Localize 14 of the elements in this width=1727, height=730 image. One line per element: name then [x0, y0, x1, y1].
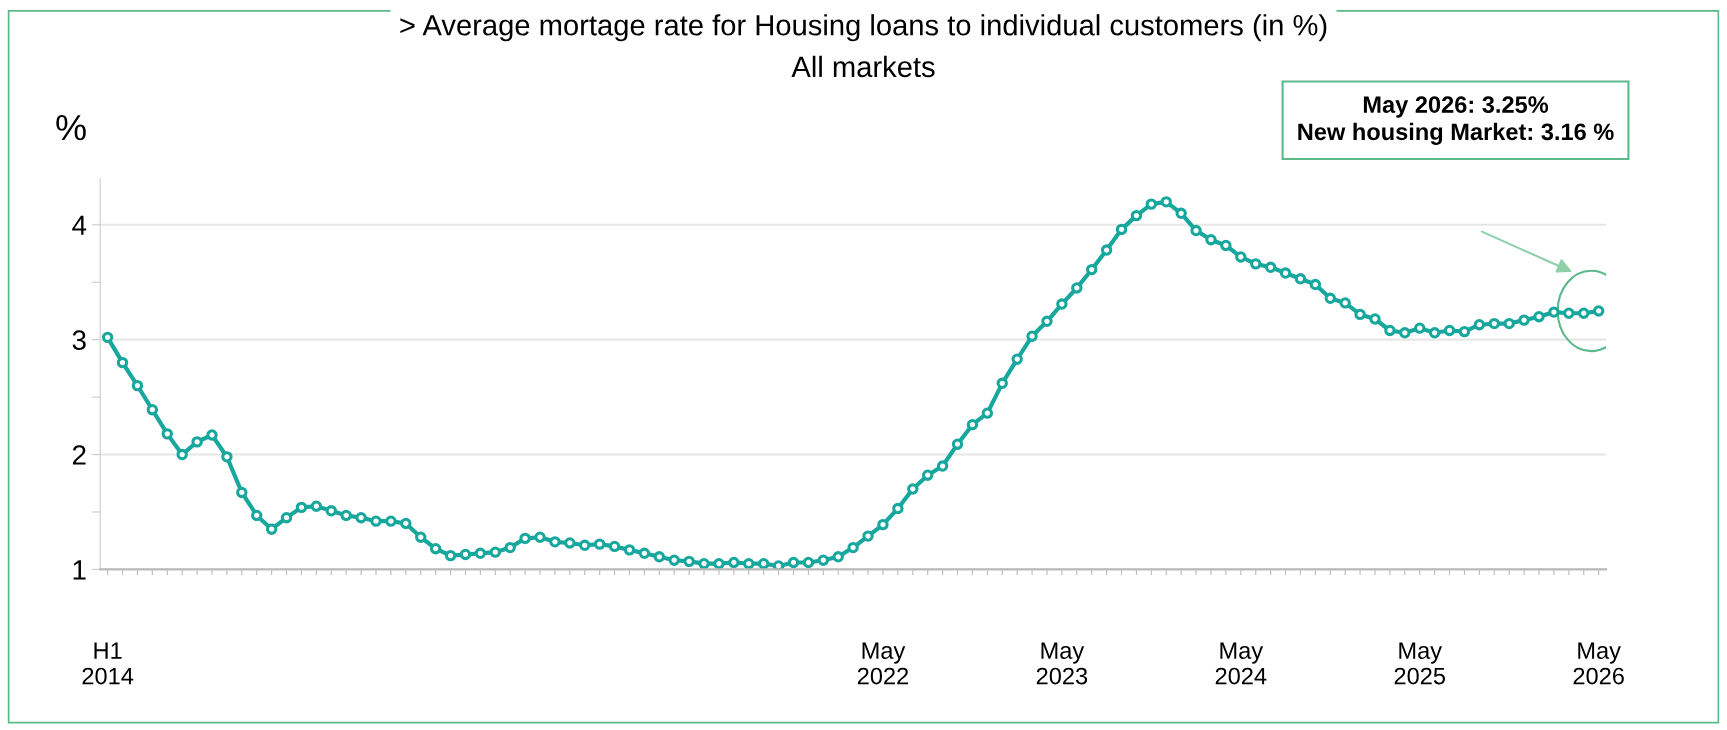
chart-title: > Average mortage rate for Housing loans to individual customers (in %) [400, 14, 1327, 42]
y-tick-label: 1 [73, 560, 86, 580]
y-axis-title: % [56, 115, 86, 141]
x-tick-label: H1 2014 [82, 642, 134, 685]
x-tick-label: May 2024 [1215, 642, 1267, 685]
text: May 2026: 3.25% New housing Market: 3.16 % [1298, 96, 1614, 145]
y-tick-label: 2 [72, 445, 86, 465]
x-tick-label: May 2022 [857, 642, 909, 685]
y-tick-label: 3 [72, 330, 86, 350]
x-tick-label: May 2025 [1394, 642, 1446, 685]
x-tick-label: May 2026 [1573, 642, 1624, 685]
y-tick-label: 4 [72, 215, 87, 235]
chart-subtitle: All markets [791, 55, 935, 78]
x-tick-label: May 2023 [1036, 642, 1088, 685]
